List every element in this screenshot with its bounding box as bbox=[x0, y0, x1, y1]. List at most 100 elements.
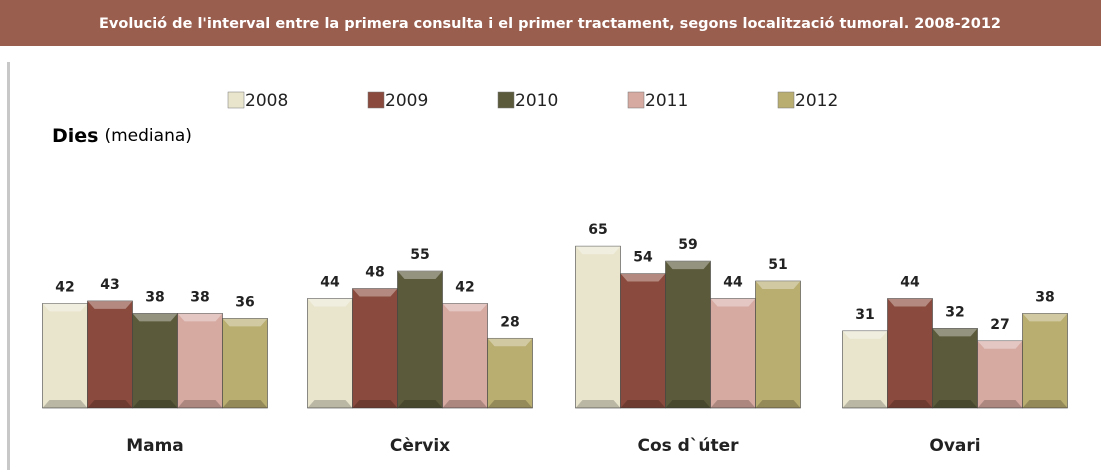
bar-bevel bbox=[665, 261, 711, 270]
value-label: 44 bbox=[900, 274, 920, 290]
bar bbox=[1022, 313, 1068, 409]
y-label: Dies bbox=[52, 125, 98, 147]
bar-bevel bbox=[487, 400, 533, 408]
bar-bevel bbox=[710, 400, 756, 408]
bar bbox=[442, 303, 488, 409]
bar-bevel bbox=[755, 281, 801, 290]
bar-bevel bbox=[842, 330, 888, 339]
bar bbox=[42, 303, 88, 409]
value-label: 27 bbox=[990, 317, 1009, 333]
bar bbox=[307, 298, 353, 409]
bar-bevel bbox=[307, 298, 353, 307]
bar-bevel bbox=[977, 340, 1023, 349]
bar-bevel bbox=[87, 400, 133, 408]
bar-bevel bbox=[620, 273, 666, 282]
legend-swatch bbox=[497, 91, 515, 109]
x-tick-label: Cèrvix bbox=[390, 436, 450, 456]
legend-label: 2008 bbox=[245, 91, 288, 111]
bar-bevel bbox=[932, 400, 978, 408]
bar-bevel bbox=[710, 298, 756, 307]
bar bbox=[932, 328, 978, 409]
bar-bevel bbox=[842, 400, 888, 408]
bar-bevel bbox=[177, 313, 223, 322]
bar-bevel bbox=[352, 400, 398, 408]
bar-bevel bbox=[177, 400, 223, 408]
left-border bbox=[7, 62, 10, 470]
bar bbox=[575, 245, 621, 409]
x-tick-label: Mama bbox=[126, 436, 184, 456]
bar bbox=[887, 298, 933, 409]
bar bbox=[710, 298, 756, 409]
legend-label: 2010 bbox=[515, 91, 558, 111]
value-label: 55 bbox=[410, 247, 429, 263]
value-label: 36 bbox=[235, 294, 254, 310]
legend-swatch bbox=[367, 91, 385, 109]
bar-bevel bbox=[1022, 400, 1068, 408]
bar bbox=[665, 260, 711, 409]
value-label: 54 bbox=[633, 250, 653, 266]
bar-bevel bbox=[665, 400, 711, 408]
x-tick-label: Cos d`úter bbox=[637, 436, 739, 456]
legend-swatch bbox=[627, 91, 645, 109]
chart-title: Evolució de l'interval entre la primera … bbox=[99, 16, 1001, 32]
legend-label: 2011 bbox=[645, 91, 688, 111]
bar bbox=[977, 340, 1023, 409]
bar-bevel bbox=[132, 313, 178, 322]
legend-swatch bbox=[777, 91, 795, 109]
value-label: 51 bbox=[768, 257, 787, 273]
bar-bevel bbox=[887, 400, 933, 408]
title-bar bbox=[0, 0, 1101, 46]
value-label: 44 bbox=[723, 274, 743, 290]
bar-bevel bbox=[977, 400, 1023, 408]
legend-label: 2012 bbox=[795, 91, 838, 111]
value-label: 42 bbox=[455, 279, 474, 295]
bar bbox=[487, 337, 533, 409]
bar bbox=[620, 273, 666, 409]
bar-bevel bbox=[87, 300, 133, 309]
bar bbox=[222, 318, 268, 409]
bar-bevel bbox=[307, 400, 353, 408]
bar-bevel bbox=[575, 246, 621, 255]
x-tick-label: Ovari bbox=[929, 436, 980, 456]
bar-bevel bbox=[42, 303, 88, 312]
bar-bevel bbox=[132, 400, 178, 408]
legend-label: 2009 bbox=[385, 91, 428, 111]
bar-bevel bbox=[620, 400, 666, 408]
bar bbox=[352, 288, 398, 409]
bar-bevel bbox=[397, 271, 443, 280]
bar-bevel bbox=[397, 400, 443, 408]
value-label: 38 bbox=[1035, 289, 1054, 305]
bar-bevel bbox=[932, 328, 978, 337]
legend-swatch bbox=[227, 91, 245, 109]
value-label: 38 bbox=[190, 289, 209, 305]
bar bbox=[755, 280, 801, 409]
bar-bevel bbox=[887, 298, 933, 307]
value-label: 65 bbox=[588, 222, 607, 238]
y-label-note: (mediana) bbox=[104, 126, 191, 146]
bar-bevel bbox=[222, 400, 268, 408]
value-label: 48 bbox=[365, 264, 384, 280]
bar-bevel bbox=[575, 400, 621, 408]
bar-bevel bbox=[755, 400, 801, 408]
bar bbox=[842, 330, 888, 409]
bar bbox=[132, 313, 178, 409]
bar-bevel bbox=[442, 400, 488, 408]
value-label: 31 bbox=[855, 307, 874, 323]
bar-bevel bbox=[222, 318, 268, 327]
y-axis-label: Dies (mediana) bbox=[52, 125, 192, 147]
bar bbox=[87, 300, 133, 409]
bar bbox=[397, 270, 443, 409]
value-label: 44 bbox=[320, 274, 340, 290]
value-label: 59 bbox=[678, 237, 697, 253]
value-label: 38 bbox=[145, 289, 164, 305]
bar-bevel bbox=[352, 288, 398, 297]
value-label: 32 bbox=[945, 304, 964, 320]
bar-bevel bbox=[487, 338, 533, 347]
bar-bevel bbox=[442, 303, 488, 312]
value-label: 42 bbox=[55, 279, 74, 295]
bar-bevel bbox=[1022, 313, 1068, 322]
value-label: 43 bbox=[100, 277, 119, 293]
value-label: 28 bbox=[500, 314, 519, 330]
bar-bevel bbox=[42, 400, 88, 408]
